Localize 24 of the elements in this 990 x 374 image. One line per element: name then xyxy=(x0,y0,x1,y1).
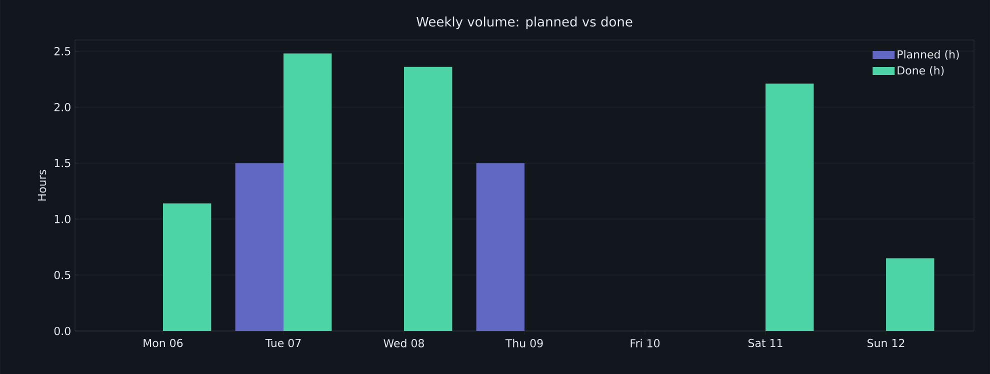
x-tick-label: Tue 07 xyxy=(265,338,301,348)
legend-label: Planned (h) xyxy=(898,50,959,60)
y-tick-label: 1.0 xyxy=(54,214,70,224)
y-tick-label: 2.0 xyxy=(54,102,70,112)
x-tick-label: Sun 12 xyxy=(868,338,904,348)
bar xyxy=(235,163,284,331)
chart-title: Weekly volume: planned vs done xyxy=(416,16,632,30)
y-tick-label: 1.5 xyxy=(54,159,70,168)
bar xyxy=(886,258,934,331)
y-tick-label: 2.5 xyxy=(54,47,70,56)
bar xyxy=(162,203,212,331)
y-axis-title: Hours xyxy=(38,170,46,201)
bar xyxy=(476,163,525,331)
bar xyxy=(283,53,332,331)
y-tick-label: 0.0 xyxy=(54,326,70,336)
y-tick-label: 0.5 xyxy=(54,270,70,280)
bar xyxy=(404,66,452,331)
bar xyxy=(766,84,814,331)
x-tick-label: Wed 08 xyxy=(384,338,424,348)
x-tick-label: Fri 10 xyxy=(630,338,660,348)
x-tick-label: Thu 09 xyxy=(505,338,543,348)
x-tick-label: Sat 11 xyxy=(748,338,782,348)
x-tick-label: Mon 06 xyxy=(144,338,183,348)
legend-label: Done (h) xyxy=(898,66,944,76)
